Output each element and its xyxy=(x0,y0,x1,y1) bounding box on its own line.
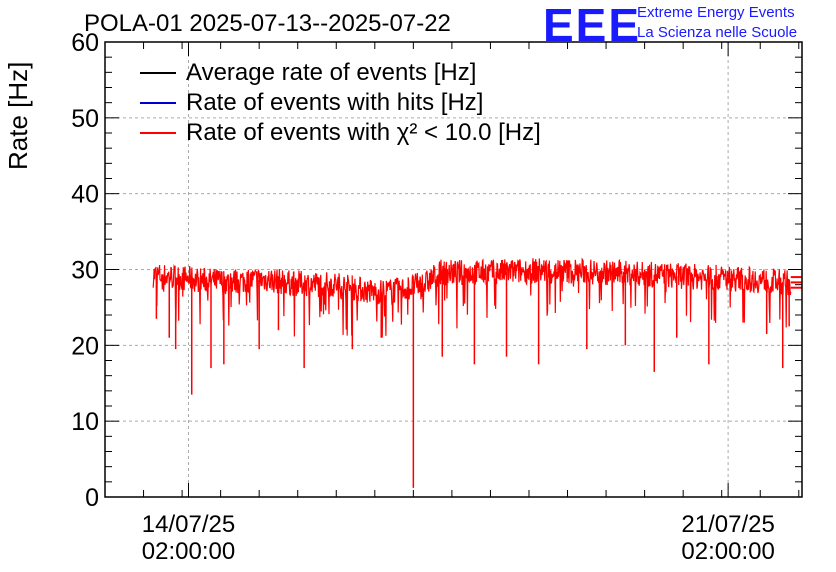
y-tick-label: 30 xyxy=(71,257,99,285)
y-tick-label: 60 xyxy=(71,29,99,57)
legend-item-chi2: Rate of events with χ² < 10.0 [Hz] xyxy=(140,118,541,148)
chart-title: POLA-01 2025-07-13--2025-07-22 xyxy=(84,10,451,37)
series-chi2 xyxy=(152,257,802,488)
eee-logo: EEE xyxy=(543,0,642,51)
y-tick-label: 20 xyxy=(71,332,99,360)
y-ticks: 0 10 20 30 40 50 60 xyxy=(71,29,99,512)
y-axis-label: Rate [Hz] xyxy=(3,61,33,170)
y-tick-label: 40 xyxy=(71,181,99,209)
series-chi2-line xyxy=(152,257,792,338)
x-tick-label-date: 21/07/25 xyxy=(681,511,774,538)
y-tick-label: 50 xyxy=(71,105,99,133)
plot-frame xyxy=(104,41,803,498)
legend-item-hits: Rate of events with hits [Hz] xyxy=(140,88,541,118)
legend-swatch-hits xyxy=(140,102,176,104)
legend-swatch-average xyxy=(140,72,176,74)
x-tick-label-time: 02:00:00 xyxy=(681,538,774,565)
y-tick-label: 10 xyxy=(71,408,99,436)
legend-swatch-chi2 xyxy=(140,132,176,134)
legend: Average rate of events [Hz] Rate of even… xyxy=(140,58,541,148)
eee-subtitle-1: Extreme Energy Events xyxy=(637,4,795,21)
eee-subtitle-2: La Scienza nelle Scuole xyxy=(637,24,798,41)
legend-item-average: Average rate of events [Hz] xyxy=(140,58,541,88)
x-tick-label-date: 14/07/25 xyxy=(142,511,235,538)
legend-label-hits: Rate of events with hits [Hz] xyxy=(186,89,484,116)
legend-label-chi2: Rate of events with χ² < 10.0 [Hz] xyxy=(186,119,541,146)
legend-label-average: Average rate of events [Hz] xyxy=(186,59,477,86)
y-tick-label: 0 xyxy=(85,484,99,512)
axes xyxy=(104,41,803,498)
x-tick-label-time: 02:00:00 xyxy=(142,538,235,565)
